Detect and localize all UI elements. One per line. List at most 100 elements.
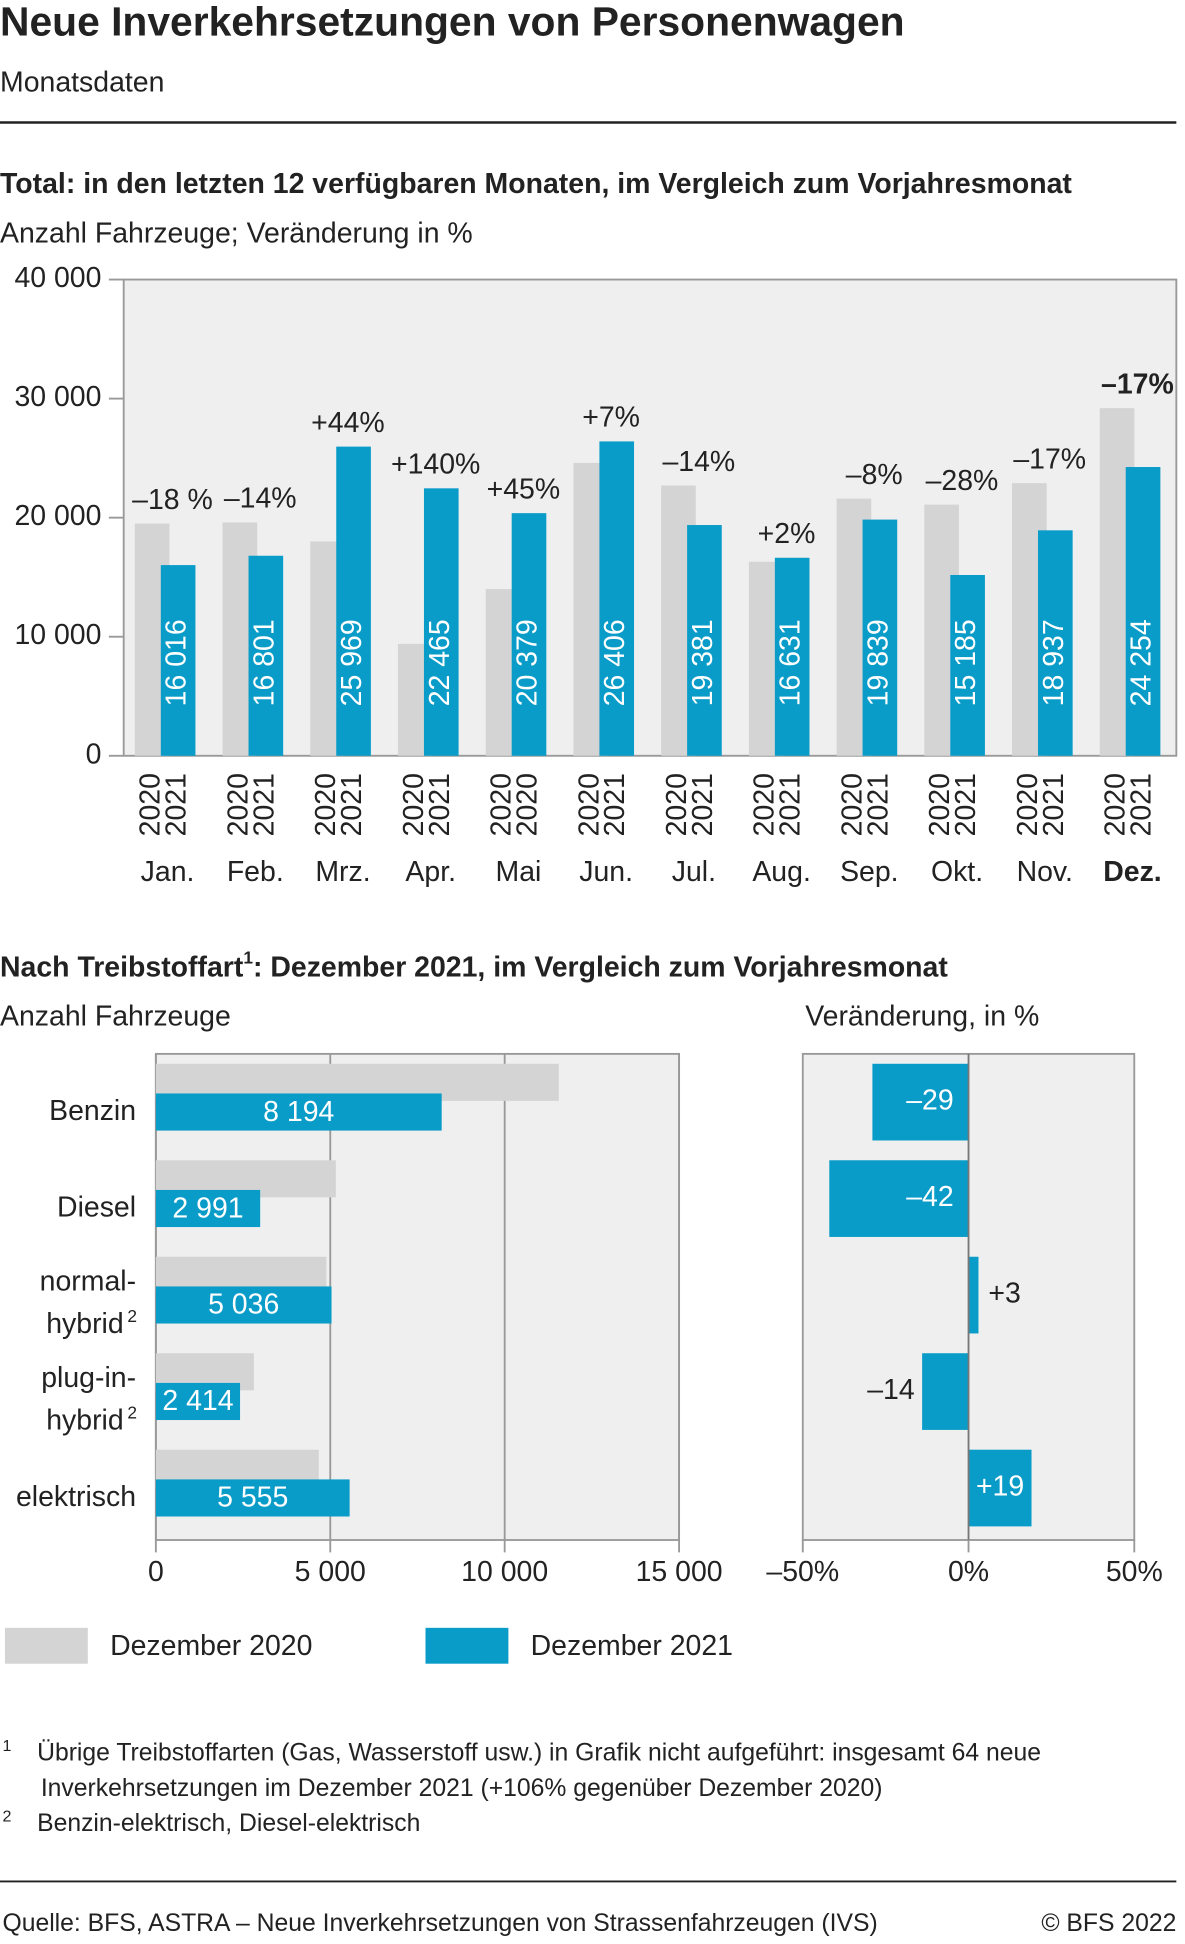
bar — [511, 513, 547, 756]
year-label: 2021 — [599, 773, 631, 836]
chart-subtitle: Anzahl Fahrzeuge — [0, 1001, 231, 1033]
bar — [155, 1382, 241, 1421]
bar — [248, 555, 284, 756]
x-tick-label: 50% — [1106, 1556, 1163, 1588]
value-label: –29 — [906, 1085, 953, 1117]
x-tick-label: –50% — [766, 1556, 839, 1588]
change-label: +2% — [758, 518, 816, 550]
page-subtitle: Monatsdaten — [0, 67, 164, 99]
x-tick-label: Jan. — [141, 856, 195, 888]
value-label: 5 555 — [217, 1482, 288, 1514]
legend-label: Dezember 2021 — [531, 1630, 733, 1662]
bar — [862, 519, 898, 756]
x-tick-label: Jun. — [579, 856, 633, 888]
value-label: 2 991 — [172, 1192, 243, 1224]
x-tick-label: Mrz. — [315, 856, 370, 888]
year-label: 2021 — [248, 773, 280, 836]
change-label: +140% — [391, 449, 480, 481]
year-label: 2020 — [310, 773, 342, 836]
x-tick-label: 0% — [948, 1556, 989, 1588]
value-label: 5 036 — [208, 1289, 279, 1321]
x-tick-label: 0 — [148, 1556, 164, 1588]
x-tick-label: 15 000 — [636, 1556, 723, 1588]
title-part: : Dezember 2021, im Vergleich zum Vorjah… — [253, 951, 948, 983]
value-label: 18 937 — [1038, 619, 1070, 706]
value-label: 2 414 — [162, 1385, 233, 1417]
year-label: 2021 — [1038, 773, 1070, 836]
category-label: hybrid — [46, 1404, 123, 1436]
change-label: –17% — [1013, 443, 1086, 475]
category-label: Diesel — [57, 1191, 136, 1223]
legend-swatch — [425, 1627, 509, 1664]
x-tick-label: Feb. — [227, 856, 284, 888]
bar — [829, 1160, 969, 1237]
footnote-mark: 2 — [2, 1807, 11, 1825]
year-label: 2020 — [486, 773, 518, 836]
bar — [336, 446, 371, 756]
change-label: +45% — [487, 473, 561, 505]
chart-title: Nach Treibstoffart1: Dezember 2021, im V… — [0, 947, 948, 983]
year-label: 2020 — [512, 773, 544, 836]
value-label: +19 — [976, 1471, 1024, 1503]
footnote-text: Übrige Treibstoffarten (Gas, Wasserstoff… — [37, 1740, 1041, 1767]
x-tick-label: 10 000 — [461, 1556, 548, 1588]
category-label: hybrid — [46, 1307, 123, 1339]
footnote-mark: 1 — [2, 1737, 11, 1755]
value-label: 22 465 — [424, 619, 456, 706]
value-label: 8 194 — [263, 1096, 334, 1128]
value-label: 24 254 — [1126, 619, 1158, 706]
x-tick-label: Jul. — [672, 856, 716, 888]
value-label: –42 — [906, 1181, 953, 1213]
bar — [774, 557, 810, 756]
footnote-text: Benzin-elektrisch, Diesel-elektrisch — [37, 1810, 420, 1837]
year-label: 2021 — [862, 773, 894, 836]
chart-subtitle: Veränderung, in % — [805, 1001, 1039, 1033]
x-tick-label: Dez. — [1103, 856, 1161, 888]
bar — [968, 1449, 1032, 1527]
copyright: © BFS 2022 — [1041, 1910, 1176, 1937]
chart-subtitle: Anzahl Fahrzeuge; Veränderung in % — [0, 218, 473, 250]
category-label: elektrisch — [16, 1480, 136, 1512]
change-label: –18 % — [132, 484, 213, 516]
year-label: 2020 — [924, 773, 956, 836]
category-line: normal- — [40, 1265, 136, 1297]
value-label: 15 185 — [950, 619, 982, 706]
year-label: 2021 — [687, 773, 719, 836]
bar — [423, 488, 459, 756]
bar — [922, 1353, 969, 1430]
value-label: +3 — [988, 1278, 1020, 1310]
value-label: 16 016 — [161, 619, 193, 706]
x-tick-label: Sep. — [840, 856, 898, 888]
change-label: +7% — [582, 402, 640, 434]
year-label: 2020 — [1100, 773, 1132, 836]
year-label: 2021 — [336, 773, 368, 836]
page-title: Neue Inverkehrsetzungen von Personenwage… — [0, 0, 905, 45]
y-tick-label: 40 000 — [14, 262, 101, 294]
legend-swatch — [4, 1627, 88, 1664]
category-note: 2 — [127, 1402, 137, 1422]
category-note: 2 — [127, 1306, 137, 1326]
y-tick-label: 20 000 — [14, 500, 101, 532]
category-line: Diesel — [57, 1191, 136, 1223]
value-label: 19 839 — [862, 619, 894, 706]
chart-title: Total: in den letzten 12 verfügbaren Mon… — [0, 168, 1072, 200]
bar — [599, 441, 635, 756]
value-label: 19 381 — [687, 619, 719, 706]
bar — [687, 525, 722, 756]
y-tick-label: 10 000 — [14, 619, 101, 651]
category-line: hybrid — [46, 1404, 123, 1436]
bar — [968, 1256, 979, 1334]
value-label: 25 969 — [336, 619, 368, 706]
legend-label: Dezember 2020 — [110, 1630, 312, 1662]
title-part: Nach Treibstoffart — [0, 951, 244, 983]
year-label: 2020 — [1012, 773, 1044, 836]
title-note: 1 — [243, 947, 253, 967]
bar — [155, 1189, 261, 1228]
x-tick-label: 5 000 — [295, 1556, 366, 1588]
change-label: –14% — [224, 483, 297, 515]
change-label: –14% — [662, 446, 735, 478]
year-label: 2021 — [424, 773, 456, 836]
year-label: 2020 — [398, 773, 430, 836]
